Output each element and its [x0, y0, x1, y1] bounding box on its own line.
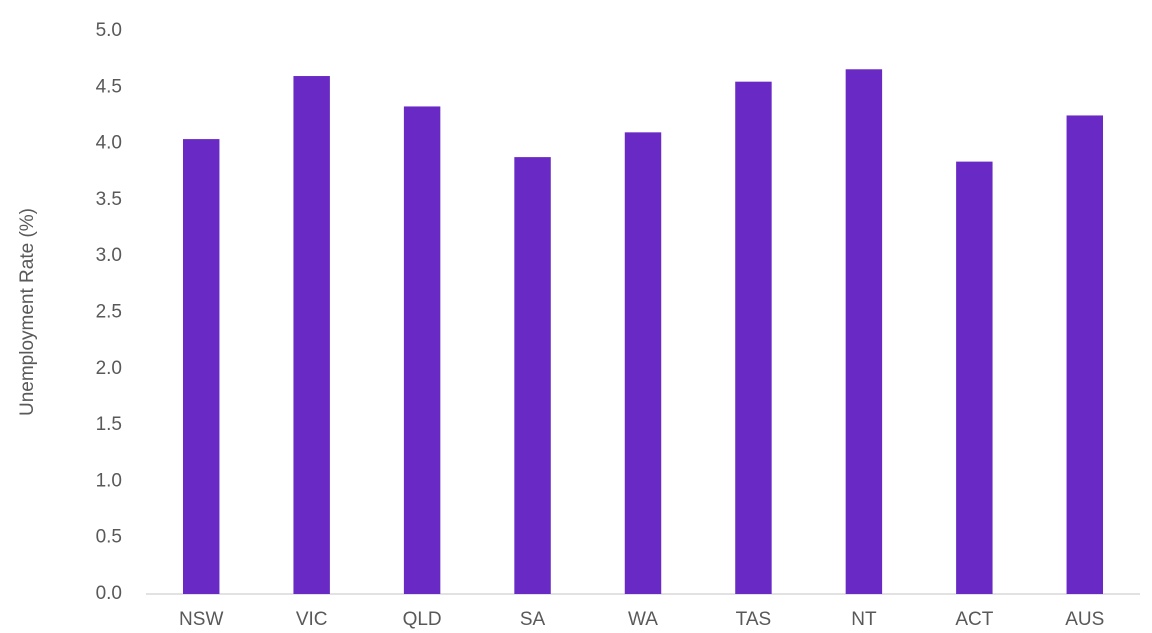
x-tick-label: ACT — [955, 609, 993, 630]
bar — [293, 76, 330, 595]
y-tick-label: 2.0 — [96, 358, 122, 379]
x-tick-label: WA — [628, 609, 658, 630]
y-tick-label: 4.0 — [96, 133, 122, 154]
bar — [956, 161, 993, 594]
x-tick-label: NSW — [179, 609, 223, 630]
y-tick-label: 2.5 — [96, 302, 122, 323]
y-axis-label: Unemployment Rate (%) — [17, 208, 38, 416]
bar — [624, 132, 662, 594]
bar — [735, 81, 772, 595]
bar — [403, 106, 441, 594]
bar — [1066, 115, 1104, 594]
y-tick-label: 1.0 — [96, 470, 122, 491]
x-tick-label: AUS — [1065, 609, 1104, 630]
y-tick-label: 4.5 — [96, 76, 122, 97]
x-tick-label: SA — [520, 609, 546, 630]
y-tick-label: 0.0 — [96, 583, 122, 604]
bar — [182, 139, 220, 594]
x-tick-label: TAS — [736, 609, 772, 630]
y-tick-label: 3.5 — [96, 189, 122, 210]
x-tick-label: QLD — [403, 609, 442, 630]
y-tick-label: 3.0 — [96, 245, 122, 266]
y-tick-label: 5.0 — [96, 20, 122, 41]
bar — [845, 69, 883, 594]
y-tick-label: 1.5 — [96, 414, 122, 435]
bar — [514, 157, 551, 594]
x-tick-label: VIC — [296, 609, 328, 630]
x-tick-label: NT — [851, 609, 877, 630]
y-tick-label: 0.5 — [96, 527, 122, 548]
